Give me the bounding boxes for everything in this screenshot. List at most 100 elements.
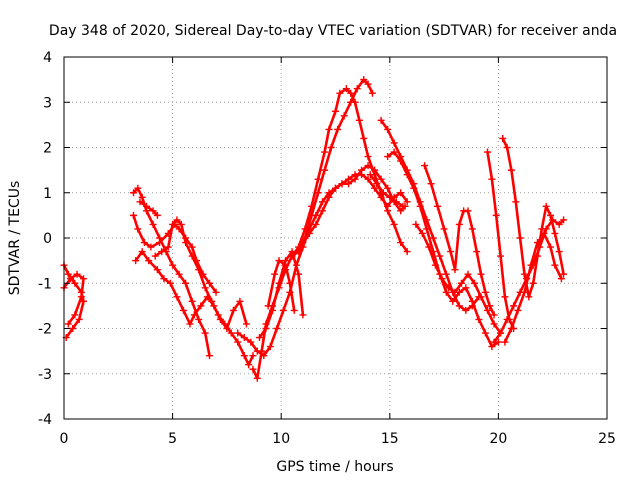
data-point-marker [188,243,196,251]
data-point-marker [140,239,148,247]
series-line-pass-9 [251,87,409,380]
data-point-marker [457,279,465,287]
data-point-marker [516,234,524,242]
data-point-marker [477,293,485,301]
data-point-marker [403,198,411,206]
data-point-marker [399,202,407,210]
data-point-marker [425,243,433,251]
data-point-marker [397,207,405,215]
data-point-marker [475,315,483,323]
data-point-marker [397,239,405,247]
data-point-marker [525,293,533,301]
data-point-marker [240,352,248,360]
series-line-pass-11 [266,259,296,312]
data-point-marker [364,153,372,161]
data-point-marker [427,180,435,188]
x-tick-label: 15 [381,431,399,447]
data-point-marker [512,198,520,206]
data-point-marker [266,343,274,351]
data-point-marker [547,243,555,251]
series-line-pass-4 [132,186,211,357]
y-tick-label: 2 [43,141,52,157]
data-point-marker [462,284,470,292]
data-point-marker [208,297,216,305]
x-tick-label: 5 [168,431,177,447]
data-point-marker [373,180,381,188]
data-point-marker [299,239,307,247]
data-point-marker [247,338,255,346]
data-point-marker [438,275,446,283]
data-point-marker [69,325,77,332]
data-point-marker [182,239,190,247]
data-point-marker [321,166,329,174]
data-point-marker [138,193,146,201]
series-line-pass-3 [132,214,218,294]
data-point-marker [255,334,263,342]
series-line-pass-15 [379,119,481,312]
data-point-marker [188,297,196,305]
data-point-marker [503,315,511,323]
data-point-marker [206,279,214,287]
data-point-marker [555,248,563,256]
data-point-marker [560,270,568,278]
data-point-marker [149,207,157,215]
data-point-marker [275,257,283,265]
data-point-marker [138,248,146,256]
data-point-marker [497,252,505,260]
data-point-marker [410,184,418,192]
data-point-marker [134,184,142,192]
data-point-marker [229,306,237,314]
data-point-marker [397,157,405,165]
data-point-marker [145,257,153,265]
data-point-marker [364,175,372,183]
data-point-marker [527,261,535,269]
data-point-marker [551,229,559,237]
data-point-marker [464,270,472,278]
data-point-marker [347,89,355,97]
data-point-marker [379,189,387,197]
data-point-marker [80,297,88,305]
data-point-marker [529,279,537,287]
data-point-marker [201,329,209,337]
data-point-marker [510,302,518,310]
data-point-marker [234,338,242,346]
data-point-marker [299,311,307,319]
x-tick-label: 20 [489,431,507,447]
data-point-marker [549,216,557,224]
data-point-marker [418,229,426,237]
data-point-marker [158,248,166,256]
x-tick-labels: 0 5 10 15 20 25 [60,431,616,447]
data-point-marker [444,284,452,292]
data-point-marker [177,220,185,228]
x-axis-label: GPS time / hours [276,459,393,475]
y-tick-label: -4 [38,412,52,428]
chart-title: Day 348 of 2020, Sidereal Day-to-day VTE… [49,23,617,39]
data-point-marker [336,89,344,97]
data-point-marker [477,270,485,278]
data-point-marker [321,148,329,156]
data-point-marker [440,225,448,233]
data-point-marker [490,311,498,319]
data-point-marker [484,306,492,314]
data-point-marker [295,248,303,256]
data-point-marker [151,252,159,260]
data-point-marker [455,220,463,228]
data-point-marker [416,202,424,210]
data-point-marker [351,175,359,183]
data-point-marker [468,225,476,233]
data-point-marker [179,306,187,314]
data-point-marker [130,189,138,197]
data-point-marker [481,288,489,296]
data-point-marker [282,261,290,269]
data-point-marker [560,216,568,224]
data-point-marker [175,270,183,278]
data-point-marker [423,225,431,233]
data-point-marker [384,207,392,215]
y-tick-label: 0 [43,231,52,247]
series-line-pass-10 [258,250,305,339]
y-tick-label: -2 [38,322,52,338]
data-point-marker [249,352,257,360]
data-point-marker [240,334,248,342]
data-point-marker [201,284,209,292]
y-tick-labels: -4 -3 -2 -1 0 1 2 3 4 [38,50,52,428]
